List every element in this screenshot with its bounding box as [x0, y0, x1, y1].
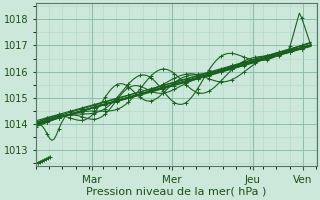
X-axis label: Pression niveau de la mer( hPa ): Pression niveau de la mer( hPa ) — [86, 187, 266, 197]
